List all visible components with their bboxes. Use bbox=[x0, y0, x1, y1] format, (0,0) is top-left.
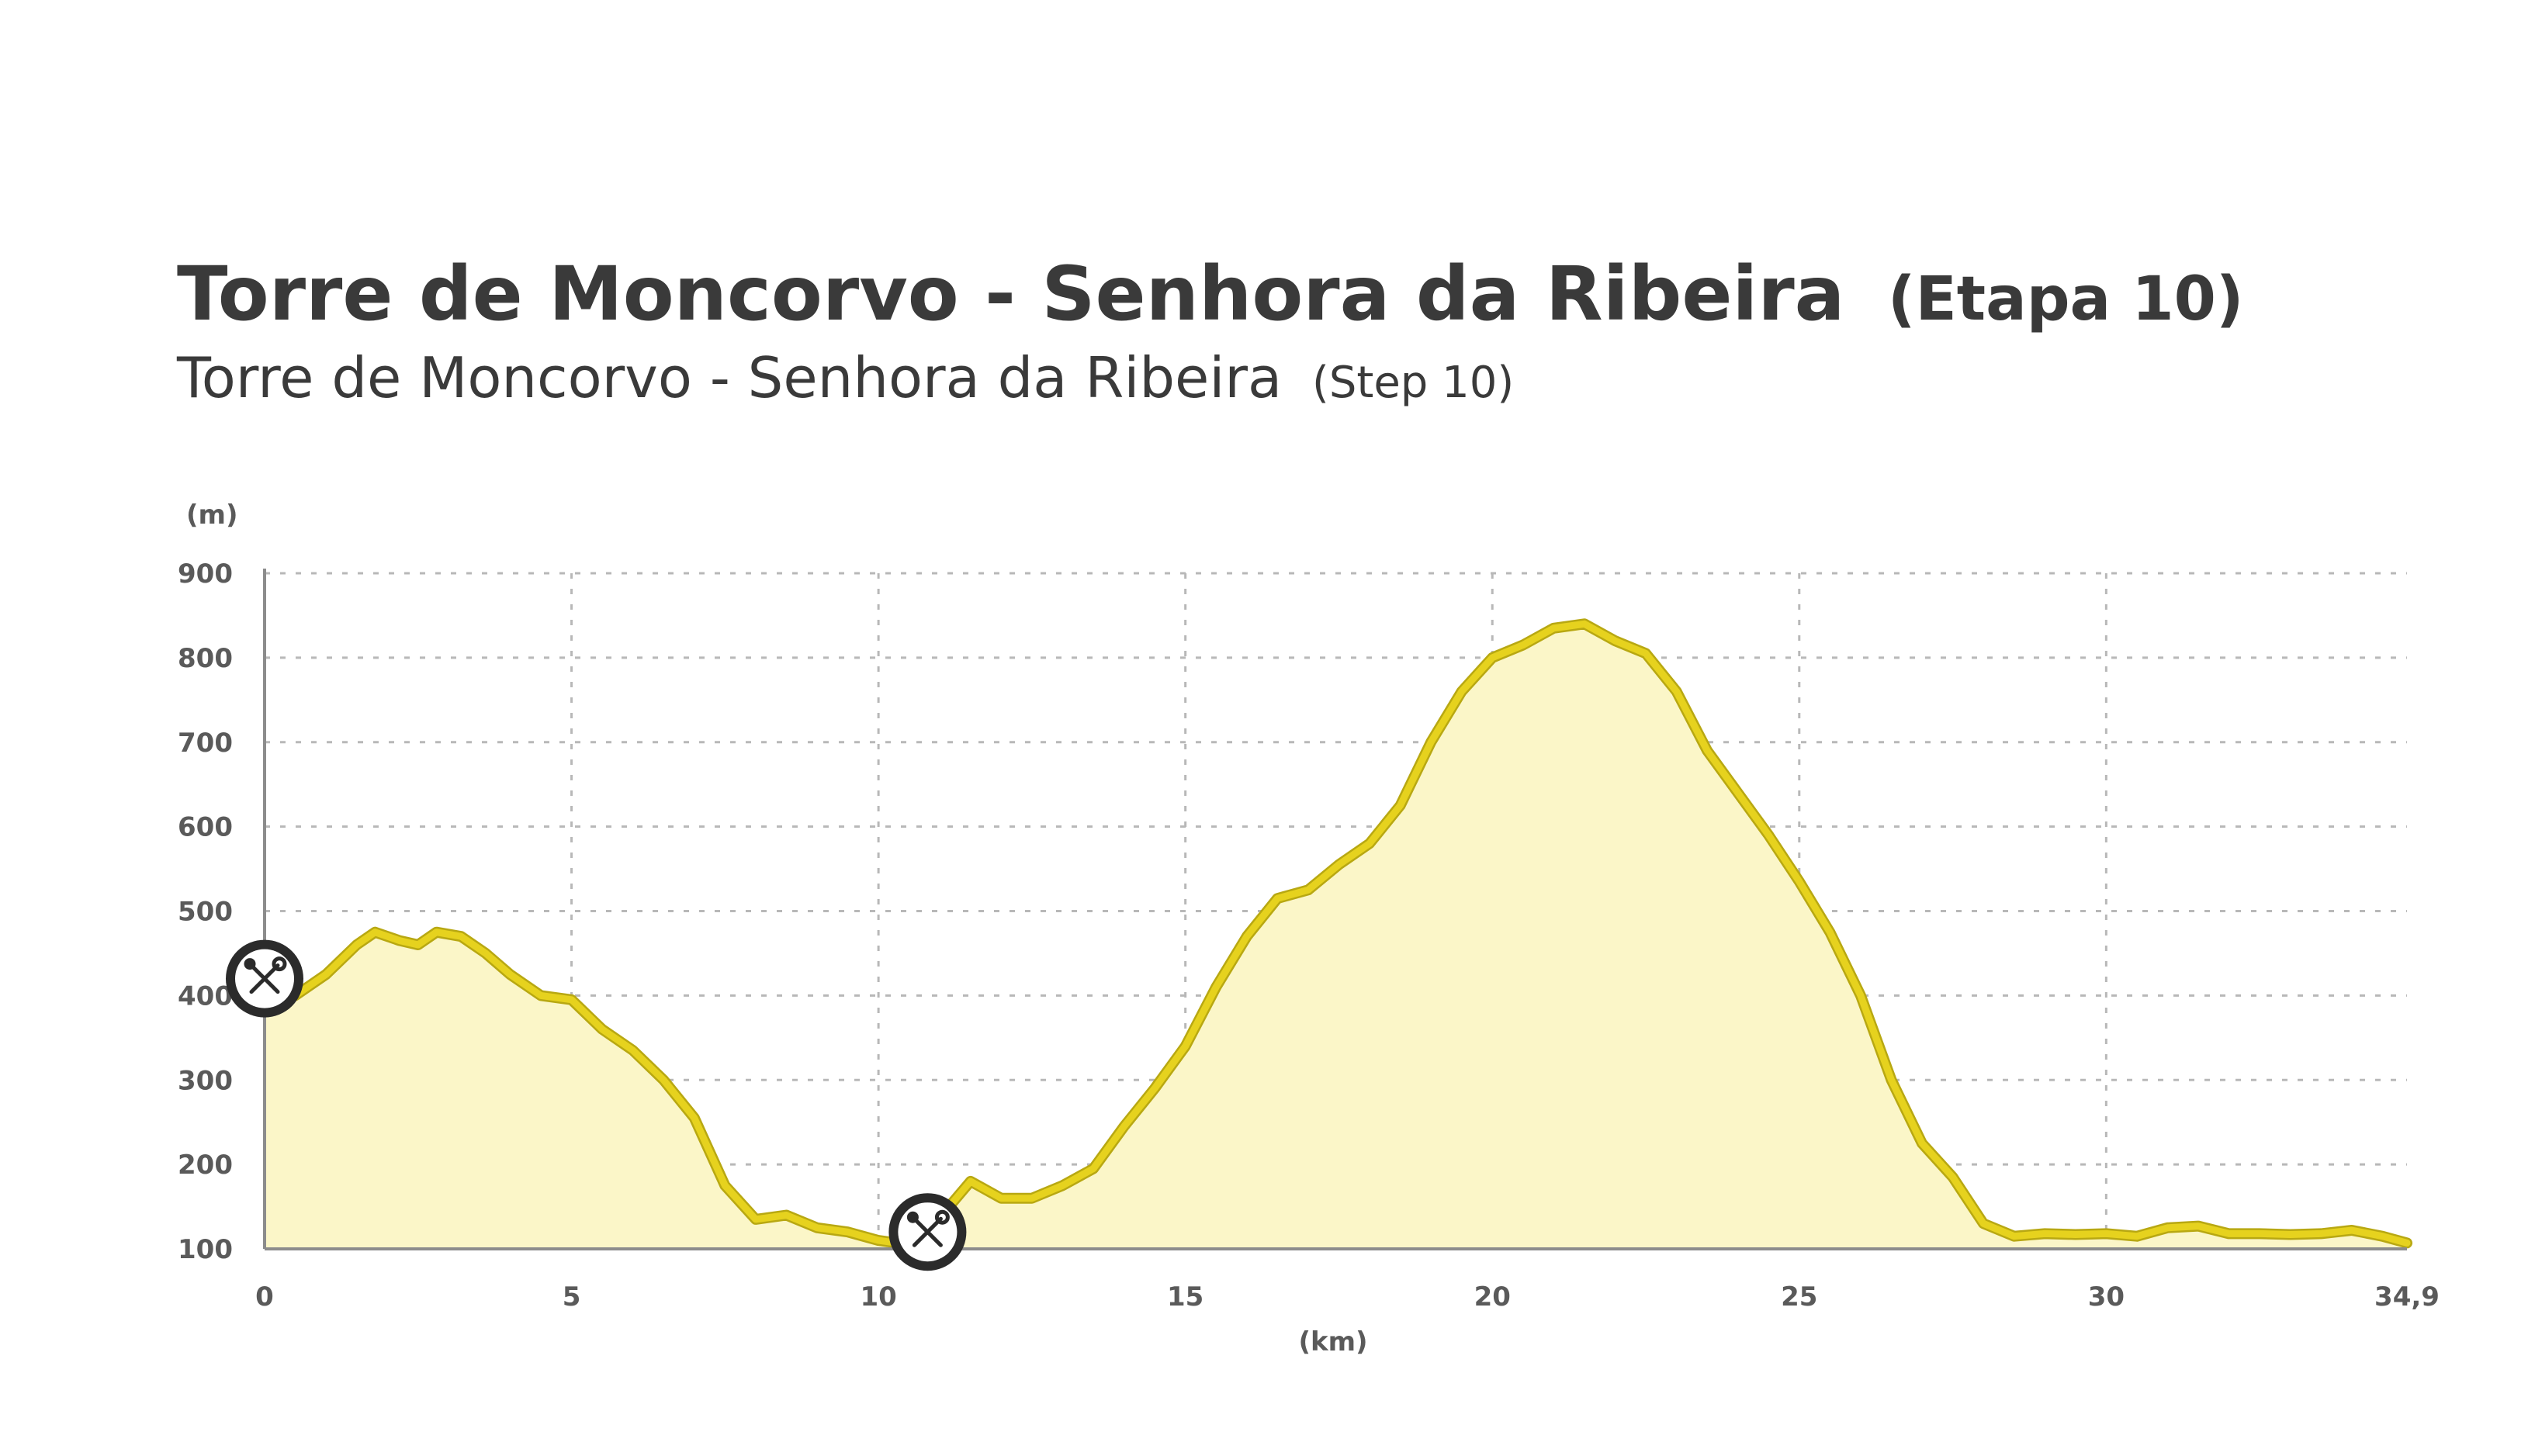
repair-tools-icon bbox=[244, 956, 287, 994]
x-tick-label: 0 bbox=[255, 1281, 274, 1312]
y-tick-label: 300 bbox=[178, 1065, 233, 1096]
axes bbox=[263, 569, 2407, 1250]
x-tick-label: 15 bbox=[1167, 1281, 1203, 1312]
route-markers bbox=[226, 939, 967, 1271]
route-marker bbox=[888, 1193, 967, 1271]
y-tick-label: 200 bbox=[178, 1150, 233, 1181]
chart-title: Torre de Moncorvo - Senhora da Ribeira (… bbox=[177, 251, 2244, 337]
chart-titles: Torre de Moncorvo - Senhora da Ribeira (… bbox=[176, 251, 2244, 410]
x-tick-label: 20 bbox=[1474, 1281, 1511, 1312]
chart-subtitle: Torre de Moncorvo - Senhora da Ribeira (… bbox=[176, 345, 1514, 410]
y-tick-label: 700 bbox=[178, 728, 233, 759]
wrench-head bbox=[272, 956, 287, 972]
y-axis-label: (m) bbox=[186, 500, 238, 531]
screwdriver-shaft bbox=[912, 1216, 943, 1247]
wrench-head bbox=[934, 1209, 950, 1225]
route-marker bbox=[226, 939, 303, 1018]
x-tick-label: 30 bbox=[2088, 1281, 2125, 1312]
elevation-area bbox=[259, 618, 2412, 1250]
screwdriver-tip bbox=[244, 958, 256, 970]
chart-title-suffix: (Etapa 10) bbox=[1888, 265, 2244, 334]
elevation-line bbox=[261, 620, 2411, 1249]
x-axis-label: (km) bbox=[1298, 1326, 1367, 1357]
chart-subtitle-suffix: (Step 10) bbox=[1312, 358, 1514, 408]
tick-labels: 100 200 300 400 500 600 700 800 900 0 5 10 15 20 25 30 3… bbox=[178, 559, 2440, 1312]
y-tick-label: 500 bbox=[178, 897, 233, 928]
y-tick-label: 600 bbox=[178, 812, 233, 843]
chart-title-main: Torre de Moncorvo - Senhora da Ribeira bbox=[177, 251, 1844, 337]
x-tick-label: 10 bbox=[860, 1281, 896, 1312]
y-tick-label: 800 bbox=[178, 643, 233, 674]
x-tick-label: 5 bbox=[563, 1281, 581, 1312]
screwdriver-shaft bbox=[249, 963, 280, 994]
y-tick-label: 400 bbox=[178, 980, 233, 1012]
elevation-fill bbox=[265, 624, 2407, 1249]
y-tick-label: 100 bbox=[178, 1234, 233, 1265]
repair-tools-icon bbox=[906, 1209, 950, 1247]
chart-subtitle-main: Torre de Moncorvo - Senhora da Ribeira bbox=[176, 345, 1282, 410]
screwdriver-tip bbox=[906, 1211, 919, 1223]
y-tick-label: 900 bbox=[178, 559, 233, 590]
x-tick-label: 34,9 bbox=[2374, 1281, 2440, 1312]
x-tick-label: 25 bbox=[1781, 1281, 1817, 1312]
